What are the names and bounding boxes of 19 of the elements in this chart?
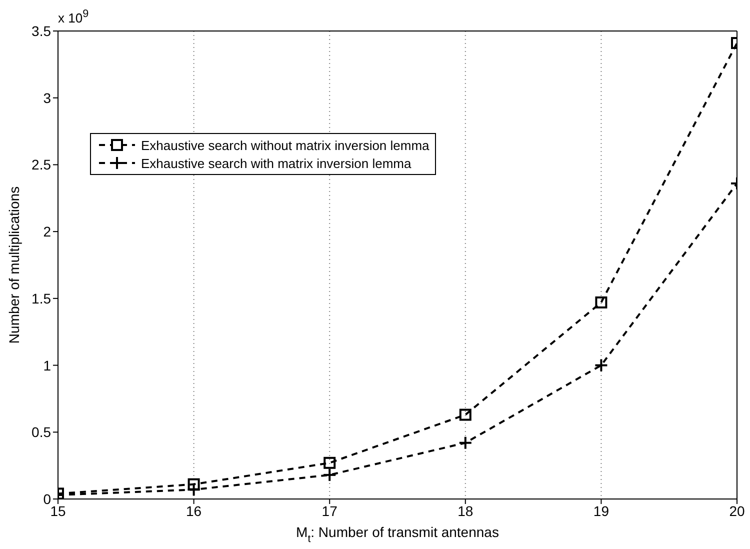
- x-tick-label: 20: [729, 502, 745, 519]
- y-tick-label: 3.5: [32, 22, 52, 39]
- y-tick-label: 3: [43, 90, 52, 106]
- y-tick-label: 2.5: [32, 156, 52, 173]
- x-tick-label: 19: [593, 502, 610, 519]
- y-tick-label: 1: [43, 357, 52, 374]
- x-tick-label: 15: [50, 502, 66, 519]
- y-tick-label: 0.5: [32, 424, 52, 440]
- x-tick-label: 16: [186, 502, 202, 519]
- y-axis-title: Number of multiplications: [6, 186, 22, 344]
- y-tick-label: 2: [43, 224, 52, 240]
- y-tick-label: 1.5: [32, 290, 52, 306]
- y-tick-label: 0: [43, 490, 52, 507]
- x-tick-label: 18: [458, 502, 474, 519]
- text: x 10$^{9}$: [58, 8, 89, 26]
- legend-label: Exhaustive search with matrix inversion lemma: [141, 156, 412, 170]
- x-axis-title: M$_{t}$: Number of transmit antennas: [296, 524, 499, 545]
- x-tick-label: 17: [322, 502, 338, 519]
- legend-label: Exhaustive search without matrix inversion lemma: [141, 138, 430, 152]
